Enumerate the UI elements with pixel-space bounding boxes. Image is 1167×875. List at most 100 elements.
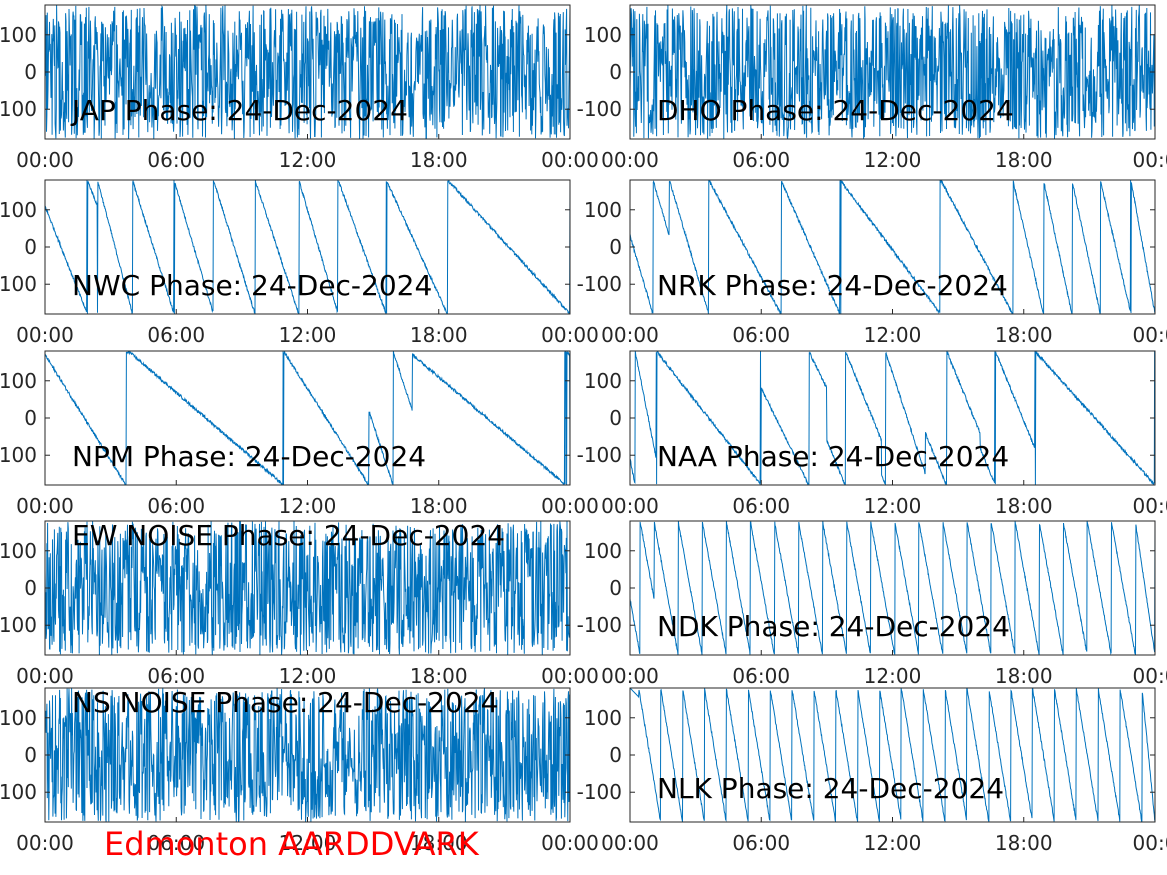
panel-title: NLK Phase: 24-Dec-2024 (657, 772, 1004, 805)
x-tick-label: 12:00 (864, 323, 922, 347)
phase-trace (45, 688, 570, 822)
y-tick-label: 100 (0, 369, 37, 393)
y-tick-label: 0 (609, 743, 622, 767)
phase-panel: 100 0 100 00:00 06:00 12:00 18:00 00:00 JAP Phas… (0, 4, 599, 172)
x-tick-label: 00:00 (601, 664, 659, 688)
x-tick-label: 00:00 (601, 323, 659, 347)
x-tick-label: 12:00 (864, 494, 922, 518)
y-tick-label: 0 (24, 406, 37, 430)
x-tick-label: 06:00 (732, 831, 790, 855)
phase-panel: 100 0 -100 00:00 06:00 12:00 18:00 00:0 NDK Phas… (577, 520, 1167, 688)
y-tick-label: 100 (584, 369, 622, 393)
x-tick-label: 06:00 (147, 831, 205, 855)
x-tick-label: 18:00 (410, 323, 468, 347)
x-tick-label: 00:0 (1133, 664, 1167, 688)
panel-title: JAP Phase: 24-Dec-2024 (70, 94, 408, 127)
x-tick-label: 00:0 (1133, 494, 1167, 518)
x-tick-label: 18:00 (995, 148, 1053, 172)
panel-title: NPM Phase: 24-Dec-2024 (72, 440, 426, 473)
x-tick-label: 00:00 (16, 664, 74, 688)
x-tick-label: 00:00 (16, 323, 74, 347)
x-tick-label: 06:00 (147, 323, 205, 347)
y-tick-label: 0 (609, 406, 622, 430)
y-tick-label: 100 (0, 272, 37, 296)
panel-title: DHO Phase: 24-Dec-2024 (657, 94, 1014, 127)
panel-title: NWC Phase: 24-Dec-2024 (72, 269, 432, 302)
y-tick-label: -100 (577, 613, 622, 637)
y-tick-label: 100 (584, 706, 622, 730)
x-tick-label: 00:00 (541, 664, 599, 688)
x-tick-label: 12:00 (864, 664, 922, 688)
x-tick-label: 00:00 (541, 494, 599, 518)
y-tick-label: 100 (584, 198, 622, 222)
y-tick-label: 0 (24, 743, 37, 767)
y-tick-label: 0 (609, 576, 622, 600)
x-tick-label: 06:00 (732, 494, 790, 518)
x-tick-label: 00:00 (541, 323, 599, 347)
phase-trace (45, 351, 570, 485)
y-tick-label: 0 (609, 60, 622, 84)
x-tick-label: 06:00 (147, 494, 205, 518)
x-tick-label: 00:00 (541, 831, 599, 855)
x-tick-label: 06:00 (147, 664, 205, 688)
x-tick-label: 18:00 (995, 494, 1053, 518)
panel-title: EW NOISE Phase: 24-Dec-2024 (72, 519, 505, 552)
y-tick-label: 0 (24, 235, 37, 259)
x-tick-label: 00:0 (1133, 148, 1167, 172)
x-tick-label: 12:00 (279, 831, 337, 855)
x-tick-label: 00:00 (16, 494, 74, 518)
x-tick-label: 12:00 (279, 323, 337, 347)
phase-trace (630, 521, 1155, 655)
y-tick-label: -100 (577, 97, 622, 121)
y-tick-label: 100 (0, 780, 37, 804)
x-tick-label: 18:00 (410, 664, 468, 688)
phase-panel: 100 0 100 00:00 06:00 12:00 18:00 00:00 NS NOISE… (0, 686, 599, 855)
x-tick-label: 18:00 (410, 494, 468, 518)
x-tick-label: 18:00 (995, 323, 1053, 347)
x-tick-label: 06:00 (732, 664, 790, 688)
phase-panel: 100 0 -100 00:00 06:00 12:00 18:00 00:0 NAA Phas… (577, 350, 1167, 518)
phase-trace (45, 521, 570, 655)
phase-panel: 100 0 100 00:00 06:00 12:00 18:00 00:00 NPM Phas… (0, 350, 599, 518)
y-tick-label: 0 (609, 235, 622, 259)
phase-trace (630, 5, 1155, 139)
x-tick-label: 00:00 (16, 148, 74, 172)
phase-panel: 100 0 -100 00:00 06:00 12:00 18:00 00:0 NLK Phas… (577, 687, 1167, 855)
x-tick-label: 12:00 (279, 494, 337, 518)
y-tick-label: -100 (577, 443, 622, 467)
x-tick-label: 06:00 (147, 148, 205, 172)
phase-panel: 100 0 100 00:00 06:00 12:00 18:00 00:00 EW NOISE… (0, 519, 599, 688)
x-tick-label: 06:00 (732, 323, 790, 347)
y-tick-label: 100 (0, 539, 37, 563)
panel-title: NS NOISE Phase: 24-Dec-2024 (72, 686, 498, 719)
x-tick-label: 12:00 (864, 148, 922, 172)
phase-trace (45, 180, 570, 314)
phase-trace (630, 180, 1155, 314)
x-tick-label: 00:00 (601, 148, 659, 172)
y-tick-label: -100 (577, 272, 622, 296)
y-tick-label: 100 (0, 706, 37, 730)
x-tick-label: 12:00 (279, 664, 337, 688)
x-tick-label: 00:0 (1133, 323, 1167, 347)
phase-panel: 100 0 100 00:00 06:00 12:00 18:00 00:00 NWC Phas… (0, 179, 599, 347)
y-tick-label: 100 (0, 198, 37, 222)
x-tick-label: 12:00 (864, 831, 922, 855)
phase-trace (630, 688, 1155, 822)
panel-title: NAA Phase: 24-Dec-2024 (657, 440, 1009, 473)
y-tick-label: 0 (24, 576, 37, 600)
panel-title: NDK Phase: 24-Dec-2024 (657, 610, 1010, 643)
y-tick-label: 100 (0, 613, 37, 637)
y-tick-label: 100 (584, 23, 622, 47)
y-tick-label: 100 (0, 23, 37, 47)
x-tick-label: 12:00 (279, 148, 337, 172)
y-tick-label: 100 (584, 539, 622, 563)
station-label: Edmonton AARDDVARK (104, 825, 479, 863)
y-tick-label: 0 (24, 60, 37, 84)
panel-title: NRK Phase: 24-Dec-2024 (657, 269, 1008, 302)
y-tick-label: -100 (577, 780, 622, 804)
y-tick-label: 100 (0, 97, 37, 121)
x-tick-label: 18:00 (995, 831, 1053, 855)
x-tick-label: 00:00 (601, 831, 659, 855)
x-tick-label: 00:0 (1133, 831, 1167, 855)
